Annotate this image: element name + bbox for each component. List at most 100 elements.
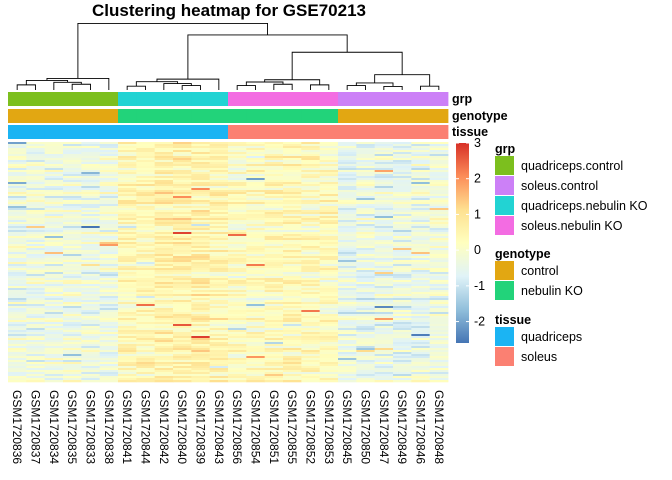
heatmap-cell (191, 324, 211, 327)
heatmap-cell (429, 348, 449, 351)
heatmap-cell (393, 192, 412, 195)
heatmap-cell (209, 316, 229, 319)
heatmap-cell (429, 182, 449, 185)
heatmap-cell (118, 188, 137, 191)
heatmap-cell (246, 224, 266, 227)
heatmap-cell (246, 204, 266, 207)
heatmap-cell (99, 288, 119, 291)
heatmap-cell (136, 314, 156, 317)
heatmap-cell (264, 234, 284, 237)
dendrogram-branch (181, 85, 201, 90)
heatmap-cell (26, 332, 46, 335)
heatmap-cell (283, 378, 302, 381)
heatmap-cell (209, 230, 229, 233)
heatmap-cell (63, 298, 82, 301)
heatmap-cell (283, 282, 302, 285)
heatmap-cell (26, 160, 46, 163)
heatmap-cell (338, 232, 357, 235)
heatmap-cell (264, 222, 284, 225)
heatmap-cell (228, 218, 247, 221)
heatmap-cell (246, 274, 266, 277)
heatmap-cell (173, 218, 192, 221)
heatmap-cell (44, 196, 64, 199)
heatmap-cell (374, 228, 394, 231)
heatmap-cell (44, 280, 64, 283)
heatmap-cell (44, 332, 64, 335)
heatmap-cell (393, 352, 412, 355)
heatmap-cell (8, 370, 27, 373)
heatmap-cell (136, 250, 156, 253)
heatmap-cell (136, 216, 156, 219)
heatmap-cell (393, 378, 412, 381)
heatmap-cell (154, 324, 174, 327)
heatmap-cell (264, 242, 284, 245)
heatmap-cell (246, 174, 266, 177)
heatmap-cell (356, 366, 376, 369)
heatmap-cell (81, 208, 101, 211)
heatmap-cell (63, 348, 82, 351)
heatmap-cell (374, 296, 394, 299)
heatmap-cell (429, 352, 449, 355)
heatmap-cell (356, 314, 376, 317)
heatmap-cell (264, 192, 284, 195)
heatmap-cell (246, 156, 266, 159)
heatmap-cell (356, 284, 376, 287)
heatmap-cell (264, 352, 284, 355)
dendrogram-branch (16, 84, 36, 90)
heatmap-cell (26, 328, 46, 331)
heatmap-cell (393, 226, 412, 229)
heatmap-cell (81, 174, 101, 177)
heatmap-cell (44, 200, 64, 203)
heatmap-cell (44, 174, 64, 177)
heatmap-cell (209, 162, 229, 165)
heatmap-cell (173, 178, 192, 181)
heatmap-cell (63, 340, 82, 343)
heatmap-cell (26, 348, 46, 351)
heatmap-cell (63, 354, 82, 357)
heatmap-cell (118, 198, 137, 201)
heatmap-cell (319, 214, 339, 217)
heatmap-cell (356, 354, 376, 357)
heatmap-cell (99, 262, 119, 265)
heatmap-cell (81, 340, 101, 343)
column-label: GSM1720856 (230, 390, 244, 464)
heatmap-cell (264, 278, 284, 281)
heatmap-cell (319, 278, 339, 281)
heatmap-cell (283, 204, 302, 207)
heatmap-cell (99, 350, 119, 353)
heatmap-cell (429, 244, 449, 247)
heatmap-cell (173, 330, 192, 333)
heatmap-cell (393, 244, 412, 247)
heatmap-cell (283, 310, 302, 313)
heatmap-cell (411, 276, 431, 279)
heatmap-cell (301, 348, 321, 351)
heatmap-cell (356, 254, 376, 257)
heatmap-cell (429, 302, 449, 305)
heatmap-cell (63, 196, 82, 199)
heatmap-cell (118, 290, 137, 293)
heatmap-cell (228, 186, 247, 189)
heatmap-cell (356, 146, 376, 149)
heatmap-cell (136, 286, 156, 289)
heatmap-cell (411, 290, 431, 293)
heatmap-cell (246, 348, 266, 351)
heatmap-cell (26, 350, 46, 353)
heatmap-cell (246, 372, 266, 375)
heatmap-cell (81, 368, 101, 371)
heatmap-cell (356, 170, 376, 173)
heatmap-cell (8, 260, 27, 263)
heatmap-cell (319, 152, 339, 155)
heatmap-cell (374, 148, 394, 151)
heatmap-cell (338, 162, 357, 165)
heatmap-cell (429, 318, 449, 321)
heatmap-cell (99, 308, 119, 311)
heatmap-cell (338, 258, 357, 261)
heatmap-cell (319, 320, 339, 323)
heatmap-cell (246, 358, 266, 361)
heatmap-cell (338, 278, 357, 281)
heatmap-cell (8, 176, 27, 179)
heatmap-cell (44, 190, 64, 193)
heatmap-cell (99, 166, 119, 169)
heatmap-cell (118, 334, 137, 337)
heatmap-cell (191, 322, 211, 325)
